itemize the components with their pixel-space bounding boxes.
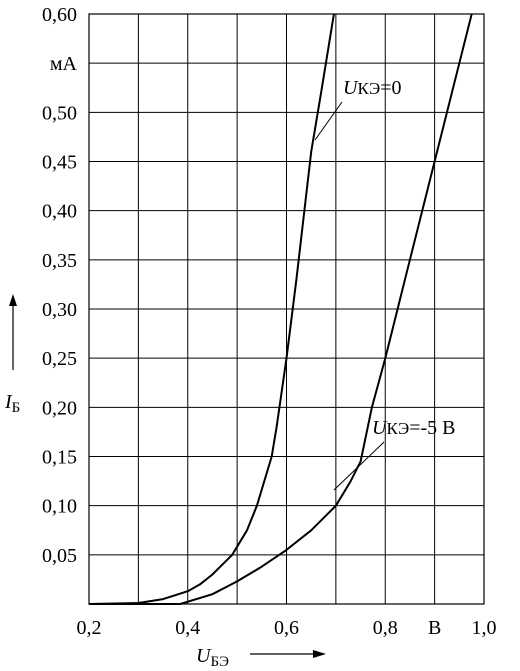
y-tick-label: 0,35 xyxy=(42,250,77,272)
y-tick-label: 0,40 xyxy=(42,201,77,223)
y-axis-label: IБ xyxy=(4,391,20,416)
y-tick-label: 0,05 xyxy=(42,545,77,567)
x-tick-label: В xyxy=(428,617,441,639)
x-tick-label: 0,2 xyxy=(77,617,102,639)
x-axis-label: UБЭ xyxy=(196,645,229,670)
y-tick-label: 0,10 xyxy=(42,496,77,518)
x-tick-label: 0,8 xyxy=(373,617,398,639)
curve xyxy=(89,13,473,605)
y-tick-label: 0,30 xyxy=(42,299,77,321)
y-tick-label: 0,15 xyxy=(42,447,77,469)
y-tick-label: 0,60 xyxy=(42,4,77,26)
y-arrow-head xyxy=(9,294,17,306)
y-tick-label: 0,45 xyxy=(42,152,77,174)
curve xyxy=(88,13,335,605)
x-tick-label: 1,0 xyxy=(472,617,497,639)
x-arrow-head xyxy=(313,650,326,658)
y-tick-label: 0,50 xyxy=(42,102,77,124)
x-tick-label: 0,4 xyxy=(175,617,200,639)
y-tick-label: 0,20 xyxy=(42,397,77,419)
x-tick-label: 0,6 xyxy=(274,617,299,639)
leader-line xyxy=(314,101,343,141)
series-label: UКЭ=0 xyxy=(343,77,402,99)
y-tick-label: мА xyxy=(50,53,78,75)
series-label: UКЭ=-5 В xyxy=(372,417,456,439)
y-tick-label: 0,25 xyxy=(42,348,77,370)
